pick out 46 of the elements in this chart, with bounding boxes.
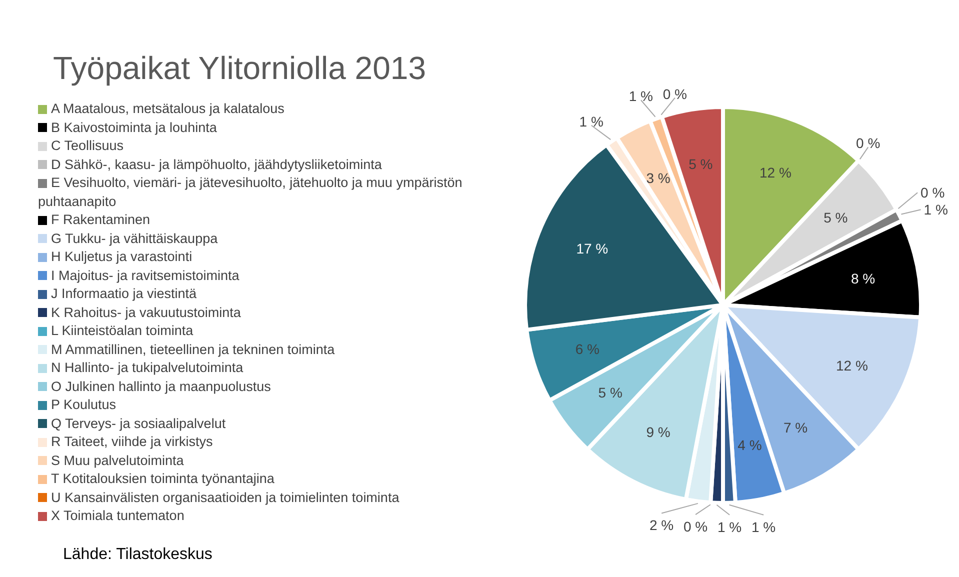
legend-label: X Toimiala tuntematon: [51, 508, 184, 523]
data-label: 12 %: [836, 358, 868, 374]
data-label: 7 %: [784, 420, 808, 436]
data-label: 5 %: [688, 156, 713, 172]
data-label: 1 %: [751, 518, 776, 535]
legend-label: F Rakentaminen: [51, 212, 150, 227]
legend-label: M Ammatillinen, tieteellinen ja tekninen toiminta: [51, 342, 335, 356]
legend-label: E Vesihuolto, viemäri- ja jätevesihuolto, jätehuolto ja muu ympäristön puhtaanapito: [38, 175, 462, 208]
legend-label: C Teollisuus: [51, 138, 124, 153]
legend-label: P Koulutus: [51, 397, 116, 412]
text: Lähde: Tilastokeskus: [63, 546, 212, 564]
legend-label: D Sähkö-, kaasu- ja lämpöhuolto, jäähdytysliiketoiminta: [51, 156, 382, 172]
legend-label: G Tukku- ja vähittäiskauppa: [51, 230, 218, 246]
data-label: 9 %: [646, 424, 670, 440]
legend-label: N Hallinto- ja tukipalvelutoiminta: [51, 360, 244, 375]
legend-label: A Maatalous, metsätalous ja kalatalous: [51, 101, 284, 116]
legend-label: U Kansainvälisten organisaatioiden ja toimielinten toiminta: [51, 490, 400, 504]
text: 0 %: [683, 518, 708, 535]
legend-label: T Kotitalouksien toiminta työnantajina: [51, 471, 274, 486]
data-label: 6 %: [575, 341, 600, 358]
data-label: 1 %: [579, 113, 604, 130]
text: 0 %: [662, 86, 688, 102]
data-label: 3 %: [646, 170, 670, 186]
data-label: 1 %: [924, 202, 948, 218]
legend-label: K Rahoitus- ja vakuutustoiminta: [51, 304, 241, 320]
data-label: 1 %: [717, 518, 742, 535]
legend-label: S Muu palvelutoiminta: [51, 452, 184, 468]
legend-label: B Kaivostoiminta ja louhinta: [51, 120, 217, 134]
legend-label: Q Terveys- ja sosiaalipalvelut: [51, 416, 226, 430]
data-label: 2 %: [649, 517, 674, 534]
data-label: 8 %: [850, 270, 876, 286]
chart-title: Työpaikat Ylitorniolla 2013: [53, 50, 426, 87]
legend-label: R Taiteet, viihde ja virkistys: [51, 434, 213, 449]
data-label: 4 %: [738, 437, 762, 454]
text: 0 %: [856, 135, 880, 152]
text: 0 %: [920, 184, 945, 201]
data-label: 12 %: [760, 164, 792, 180]
legend-label: L Kiinteistöalan toiminta: [51, 323, 194, 338]
data-label: 5 %: [598, 384, 622, 400]
data-label: 17 %: [576, 240, 608, 256]
data-label: 1 %: [628, 88, 654, 104]
data-label: 5 %: [824, 210, 848, 226]
legend-label: O Julkinen hallinto ja maanpuolustus: [51, 378, 271, 394]
legend-label: I Majoitus- ja ravitsemistoiminta: [51, 268, 240, 282]
legend-label: J Informaatio ja viestintä: [51, 286, 197, 301]
legend-label: H Kuljetus ja varastointi: [51, 249, 192, 264]
